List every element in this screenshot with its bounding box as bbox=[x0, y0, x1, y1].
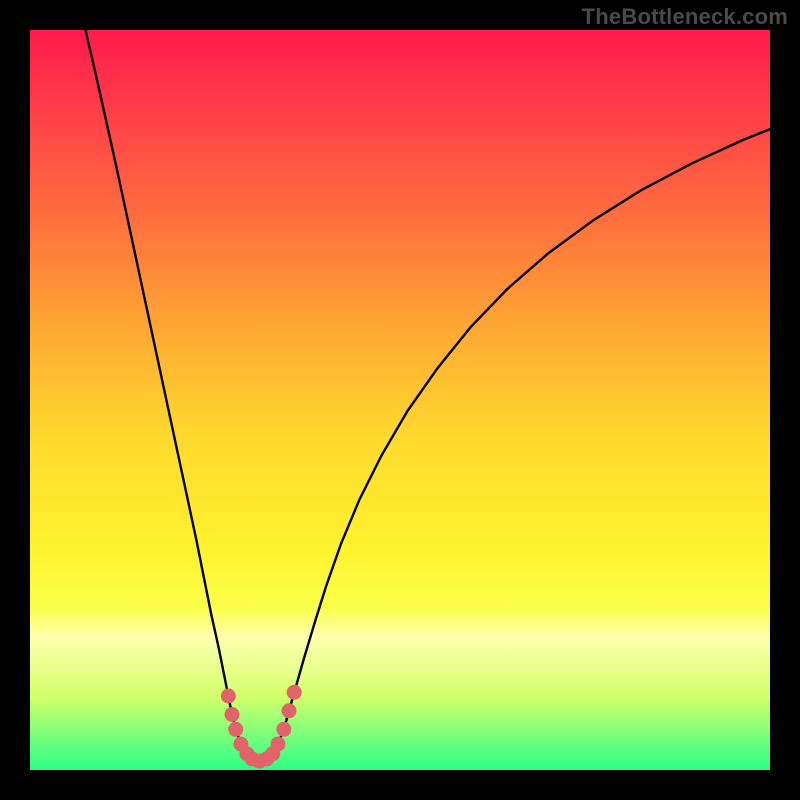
watermark-text: TheBottleneck.com bbox=[582, 4, 788, 30]
chart-background-gradient bbox=[30, 30, 770, 770]
outer-frame: TheBottleneck.com bbox=[0, 0, 800, 800]
plot-area bbox=[30, 30, 770, 770]
